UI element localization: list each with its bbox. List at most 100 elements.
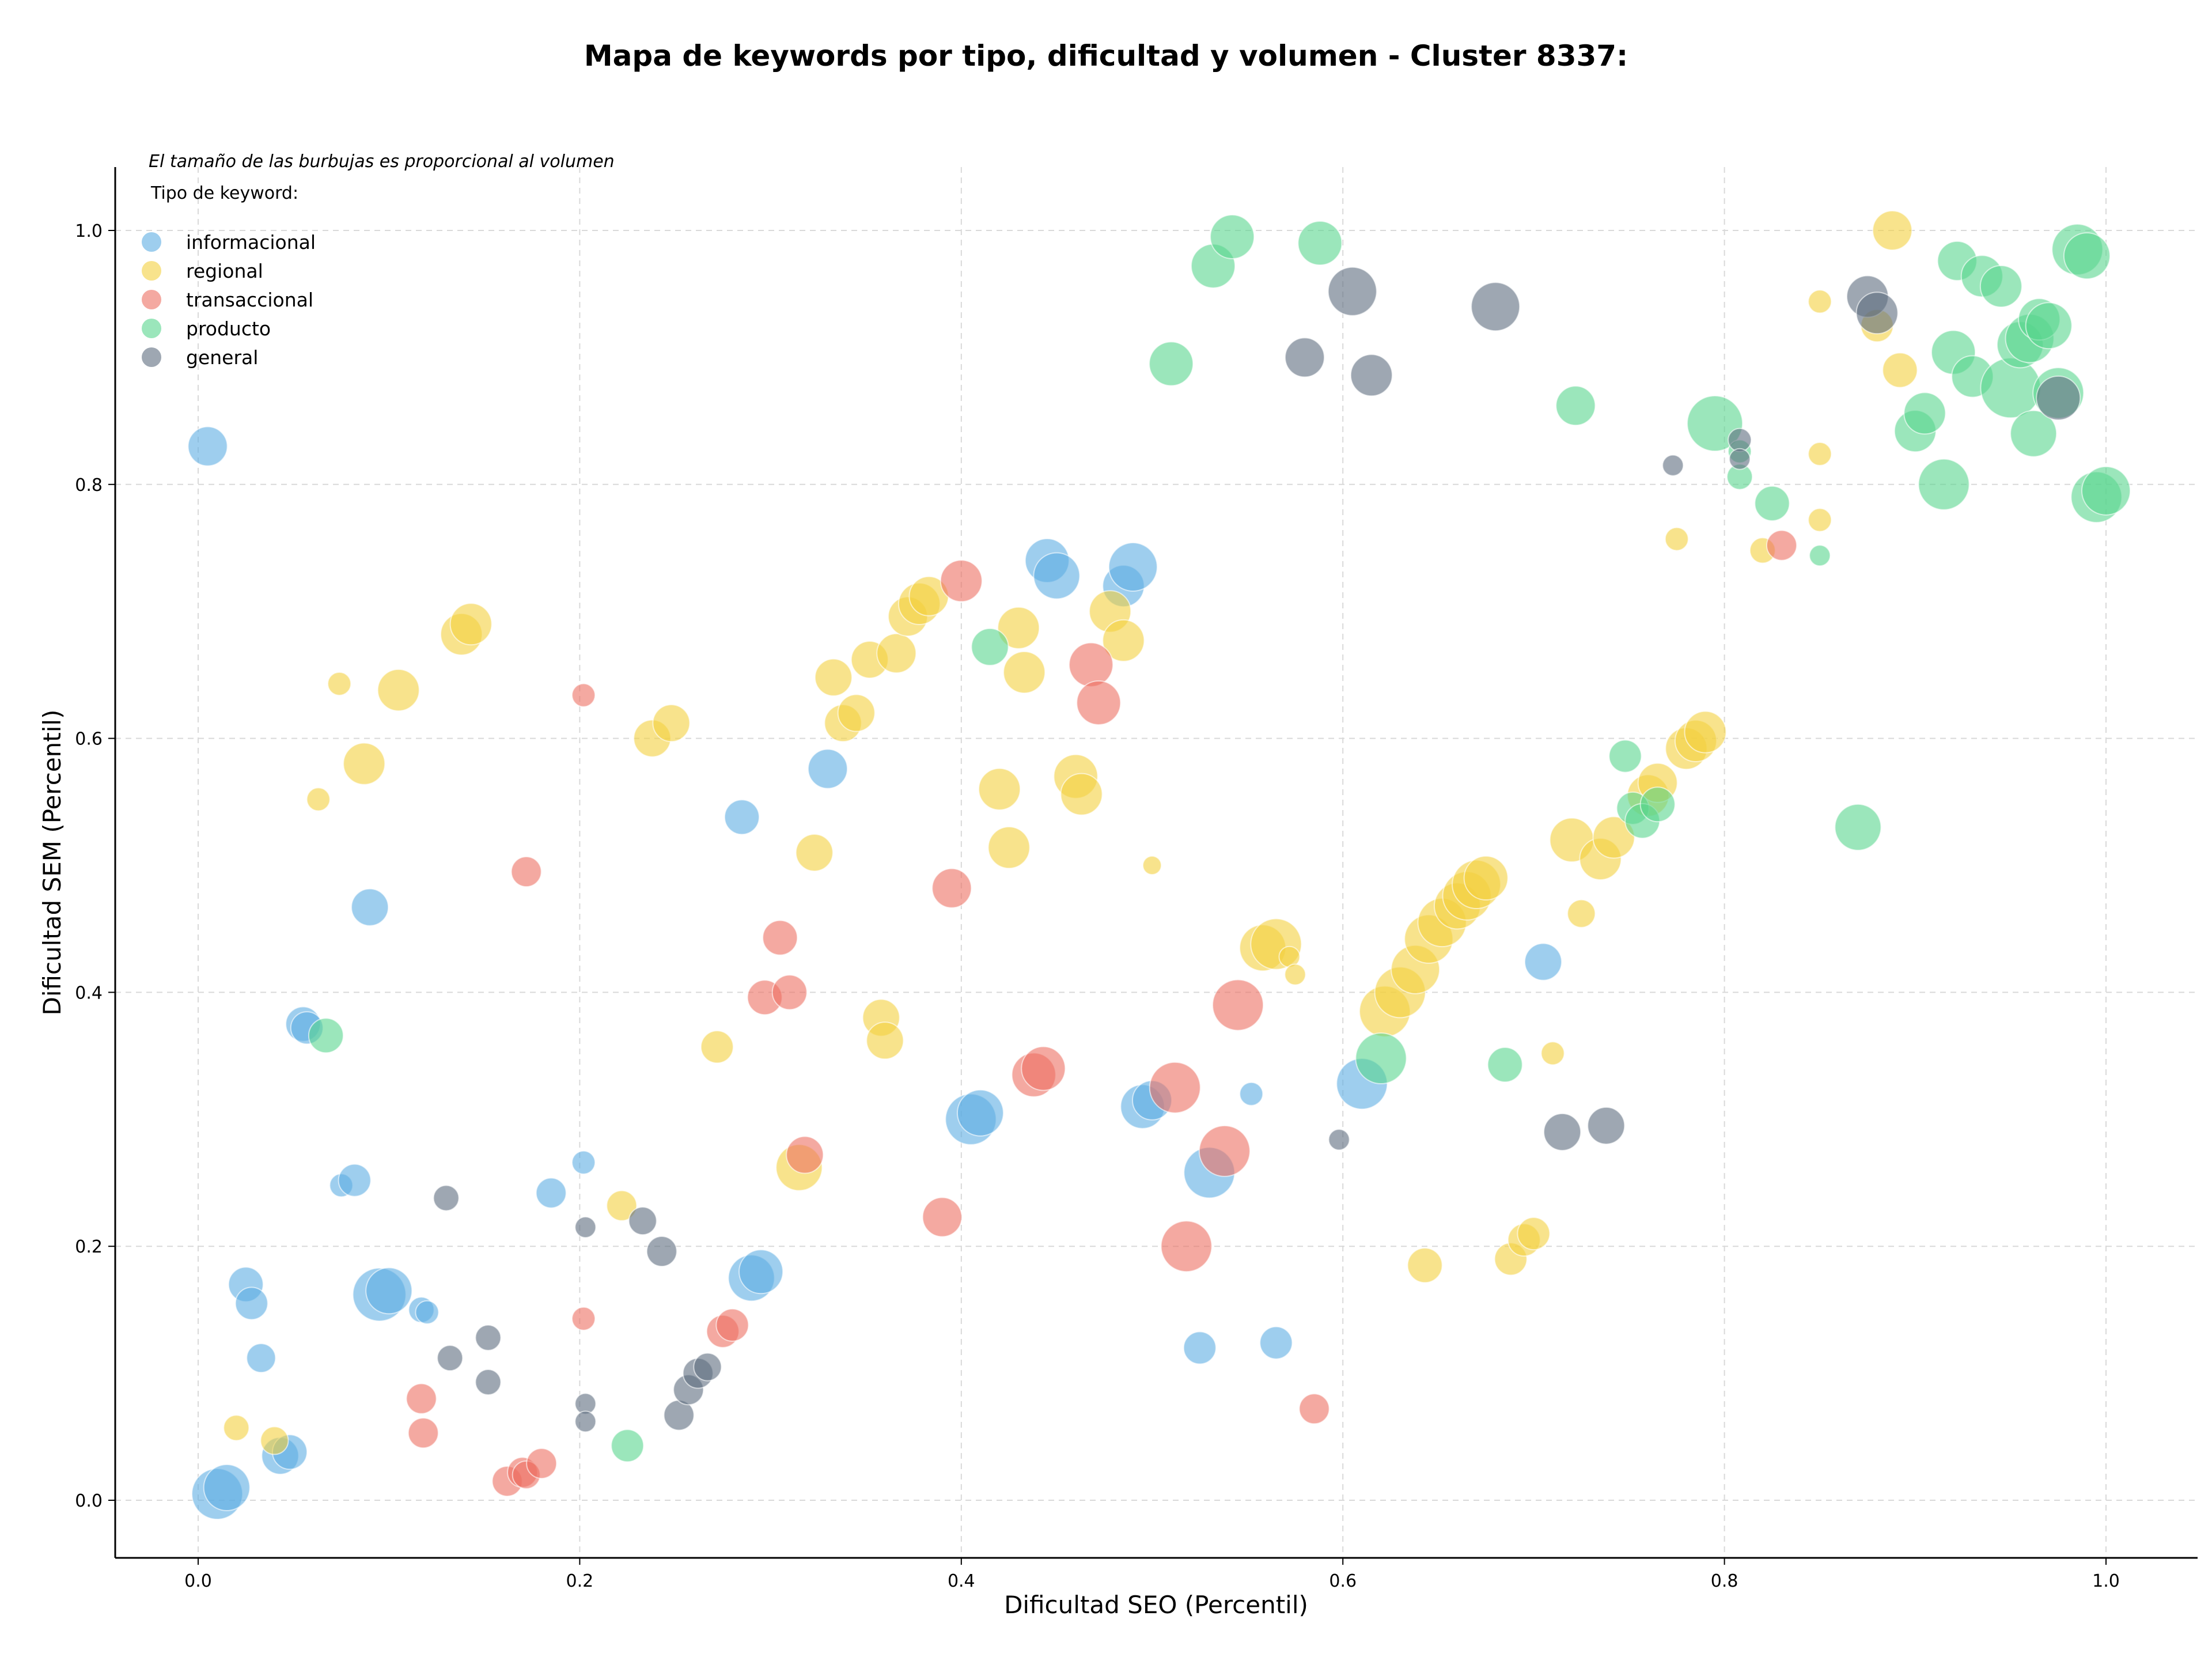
bubble-producto (1555, 385, 1596, 426)
bubble-regional (1284, 963, 1306, 986)
legend-title: Tipo de keyword: (150, 183, 298, 203)
bubble-general (693, 1352, 722, 1382)
bubble-informacional (1183, 1331, 1217, 1365)
bubble-producto (2081, 466, 2131, 516)
bubble-transaccional (1160, 1220, 1213, 1273)
bubble-transaccional (510, 856, 542, 888)
bubble-transaccional (407, 1417, 439, 1449)
x-tick-label: 1.0 (2092, 1571, 2120, 1591)
legend-marker-informacional (142, 232, 161, 252)
bubble-transaccional (922, 1197, 963, 1238)
bubble-transaccional (940, 559, 983, 603)
bubble-regional (1872, 210, 1913, 251)
bubble-regional (1142, 856, 1162, 875)
bubble-producto (2010, 410, 2058, 457)
legend-marker-general (142, 347, 161, 367)
bubble-informacional (1108, 542, 1158, 592)
bubble-informacional (246, 1343, 276, 1374)
legend-label-informacional: informacional (186, 231, 316, 253)
bubble-regional (814, 658, 853, 697)
chart-title: Mapa de keywords por tipo, dificultad y … (584, 39, 1628, 73)
bubble-general (646, 1236, 677, 1267)
bubble-producto (1355, 1032, 1407, 1085)
bubble-producto (1979, 264, 2022, 308)
bubble-general (2036, 375, 2081, 421)
bubble-regional (223, 1414, 250, 1441)
bubble-regional (606, 1190, 638, 1221)
bubble-transaccional (1212, 979, 1264, 1031)
bubble-informacional (535, 1177, 567, 1209)
bubble-regional (1540, 1041, 1565, 1066)
x-ticks: 0.0 0.2 0.4 0.6 0.8 1.0 (184, 1558, 2120, 1591)
bubble-layer (187, 210, 2131, 1520)
bubble-regional (866, 1021, 904, 1060)
bubble-informacional (415, 1300, 440, 1325)
bubble-producto (1608, 739, 1642, 773)
bubble-regional (978, 767, 1021, 811)
bubble-regional (260, 1426, 289, 1455)
bubble-transaccional (786, 1136, 824, 1174)
bubble-general (1284, 337, 1325, 378)
bubble-regional (795, 833, 834, 872)
legend-label-producto: producto (186, 317, 271, 340)
bubble-general (1471, 282, 1521, 332)
bubble-general (1729, 448, 1751, 470)
y-tick-label: 0.8 (75, 475, 103, 495)
legend-label-transaccional: transaccional (186, 289, 313, 311)
bubble-regional (1808, 441, 1832, 466)
bubble-transaccional (1298, 1393, 1330, 1425)
bubble-producto (1297, 221, 1343, 266)
bubble-producto (2063, 232, 2111, 280)
bubble-producto (971, 627, 1009, 666)
bubble-regional (306, 787, 331, 812)
y-axis-label: Dificultad SEM (Percentil) (38, 710, 66, 1016)
bubble-informacional (234, 1287, 268, 1321)
bubble-general (1587, 1106, 1626, 1145)
x-tick-label: 0.0 (184, 1571, 212, 1591)
bubble-informacional (203, 1463, 251, 1511)
bubble-general (628, 1206, 657, 1236)
bubble-general (475, 1369, 502, 1396)
bubble-informacional (571, 1150, 596, 1175)
legend-marker-producto (142, 319, 161, 338)
bubble-regional (997, 606, 1040, 649)
x-axis-label: Dificultad SEO (Percentil) (1004, 1591, 1308, 1619)
bubble-producto (1834, 803, 1882, 851)
bubble-producto (2025, 302, 2073, 350)
bubble-regional (652, 704, 691, 743)
bubble-regional (449, 603, 493, 646)
bubble-transaccional (715, 1308, 749, 1342)
bubble-regional (1808, 508, 1832, 532)
bubble-producto (1487, 1047, 1523, 1083)
bubble-transaccional (1198, 1125, 1251, 1177)
bubble-informacional (738, 1249, 784, 1295)
bubble-transaccional (762, 920, 798, 956)
y-tick-label: 0.2 (75, 1237, 103, 1257)
bubble-regional (1102, 619, 1145, 662)
bubble-regional (1567, 899, 1596, 928)
bubble-informacional (365, 1267, 413, 1315)
bubble-regional (837, 694, 876, 732)
y-tick-label: 1.0 (75, 221, 103, 241)
bubble-informacional (1259, 1326, 1293, 1360)
bubble-general (1662, 454, 1684, 476)
bubble-general (1728, 427, 1752, 452)
bubble-regional (1407, 1247, 1443, 1284)
bubble-informacional (1239, 1081, 1264, 1106)
legend-label-general: general (186, 346, 258, 369)
axes (114, 167, 2198, 1559)
bubble-regional (377, 668, 420, 712)
bubble-producto (611, 1429, 645, 1463)
bubble-producto (1980, 357, 2041, 419)
bubble-regional (1684, 710, 1727, 754)
bubble-regional (987, 826, 1031, 869)
bubble-regional (1808, 289, 1832, 314)
bubble-transaccional (1069, 642, 1114, 687)
bubble-regional (1517, 1217, 1551, 1251)
x-tick-label: 0.4 (948, 1571, 975, 1591)
bubble-regional (1003, 650, 1046, 694)
y-tick-label: 0.4 (75, 983, 103, 1003)
bubble-informacional (187, 426, 228, 467)
bubble-transaccional (1149, 1061, 1201, 1114)
